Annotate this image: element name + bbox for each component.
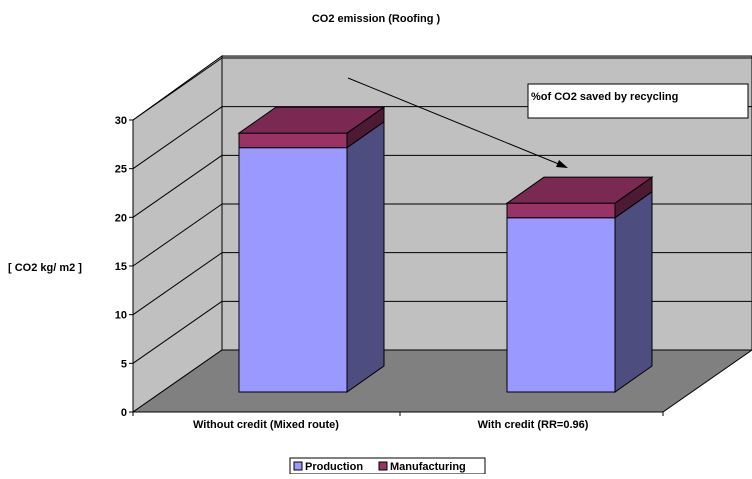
bar-production bbox=[506, 217, 616, 393]
gridline-diagonal bbox=[132, 300, 223, 364]
bar-manufacturing-top bbox=[505, 176, 654, 204]
legend-swatch-manufacturing bbox=[378, 461, 388, 471]
annotation-arrowhead bbox=[556, 160, 568, 168]
y-tick-label: 30 bbox=[115, 115, 127, 127]
legend-swatch-production bbox=[293, 461, 303, 471]
y-tick-label: 0 bbox=[121, 407, 127, 419]
chart-title: CO2 emission (Roofing ) bbox=[312, 13, 441, 25]
legend-label-manufacturing: Manufacturing bbox=[390, 461, 466, 473]
y-tick-label: 15 bbox=[115, 261, 127, 273]
y-tick-label: 25 bbox=[115, 164, 127, 176]
legend-label-production: Production bbox=[305, 461, 363, 473]
side-wall bbox=[132, 55, 223, 413]
bar-production-side bbox=[614, 190, 653, 393]
gridline-diagonal bbox=[132, 106, 223, 170]
bar-manufacturing bbox=[506, 202, 616, 219]
x-tick-label-with-credit: With credit (RR=0.96) bbox=[478, 419, 589, 431]
bar-production-side bbox=[346, 120, 385, 393]
annotation-arrow bbox=[347, 77, 567, 168]
gridline-diagonal bbox=[132, 252, 223, 316]
gridline-diagonal bbox=[132, 154, 223, 218]
bars bbox=[237, 106, 654, 393]
annotation-text: %of CO2 saved by recycling bbox=[531, 91, 678, 103]
y-tick-labels: 0 5 10 15 20 25 30 bbox=[115, 115, 133, 419]
gridline-diagonal bbox=[132, 57, 223, 121]
bar-manufacturing-top bbox=[237, 106, 386, 134]
y-tick-label: 5 bbox=[121, 358, 127, 370]
annotation-box bbox=[527, 83, 749, 119]
x-tick-label-without-credit: Without credit (Mixed route) bbox=[193, 419, 339, 431]
bar-manufacturing bbox=[238, 132, 348, 149]
x-tick-marks bbox=[132, 412, 664, 416]
gridline-diagonal bbox=[132, 203, 223, 267]
bar-production bbox=[238, 147, 348, 393]
y-tick-label: 20 bbox=[115, 212, 127, 224]
y-tick-label: 10 bbox=[115, 310, 127, 322]
chart-floor bbox=[131, 349, 752, 413]
y-axis-label: [ CO2 kg/ m2 ] bbox=[8, 262, 82, 274]
